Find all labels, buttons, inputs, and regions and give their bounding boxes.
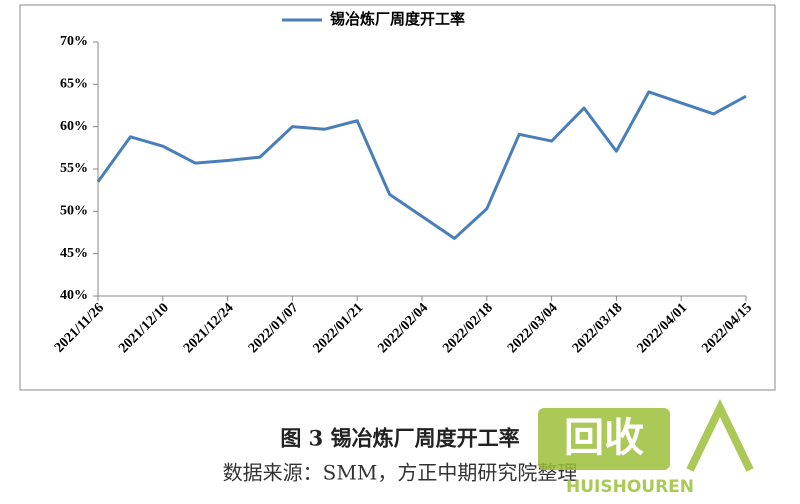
watermark-box [538, 408, 670, 470]
y-tick-label: 45% [60, 246, 88, 261]
series-line [96, 90, 747, 240]
y-tick-label: 50% [60, 204, 88, 219]
figure-caption: 图 3 锡冶炼厂周度开工率 [280, 426, 519, 451]
y-tick-label: 65% [60, 77, 88, 92]
y-tick-label: 70% [60, 34, 88, 49]
source-note: 数据来源：SMM，方正中期研究院整理 [223, 461, 578, 485]
watermark-text: 回收 [564, 415, 644, 461]
watermark-logo [686, 398, 754, 472]
y-tick-label: 40% [60, 288, 88, 303]
chart-frame [19, 4, 776, 391]
watermark: 回收 HUISHOUREN [538, 398, 754, 497]
watermark-text: HUISHOUREN [566, 477, 694, 497]
legend-label: 锡冶炼厂周度开工率 [330, 10, 465, 28]
y-tick-label: 60% [60, 119, 88, 134]
y-tick-label: 55% [60, 161, 88, 176]
